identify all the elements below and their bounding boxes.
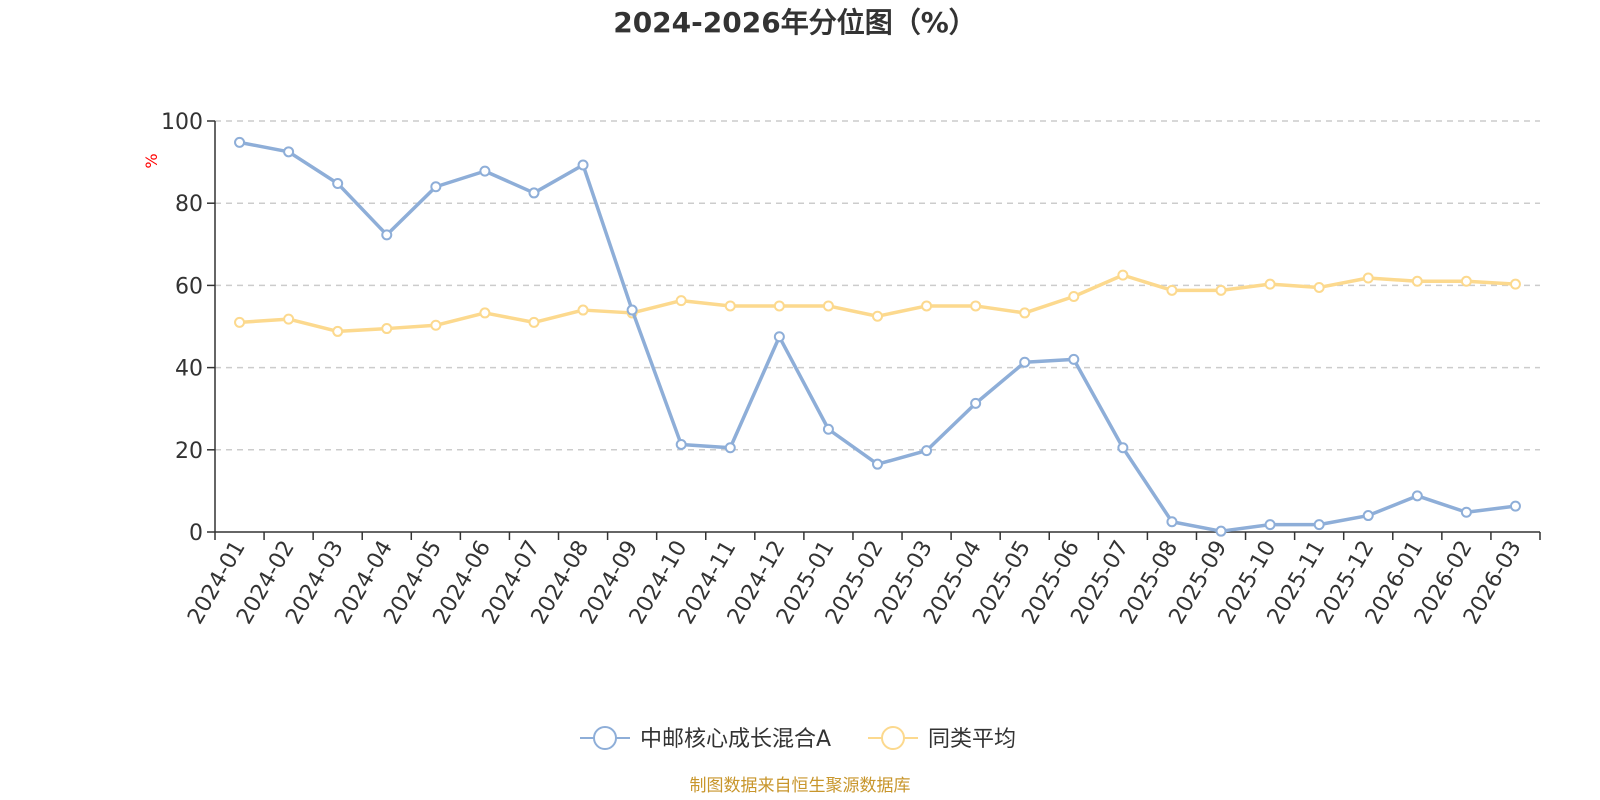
y-tick-labels: 0 20 40 60 80 100 xyxy=(161,110,203,546)
legend-item[interactable]: 同类平均 xyxy=(868,726,1016,752)
data-point xyxy=(1460,275,1472,287)
data-point xyxy=(381,229,393,241)
data-point xyxy=(430,319,442,331)
data-point xyxy=(921,300,933,312)
data-point xyxy=(1166,284,1178,296)
data-point xyxy=(528,187,540,199)
data-point xyxy=(872,458,883,470)
data-point xyxy=(234,136,246,148)
y-tick-label: 100 xyxy=(161,110,203,135)
y-tick-label: 60 xyxy=(175,274,203,299)
data-point xyxy=(528,316,540,328)
data-point xyxy=(724,442,736,454)
data-point xyxy=(773,300,785,312)
y-axis-unit-label: % xyxy=(142,153,161,168)
data-point xyxy=(381,323,393,335)
y-tick-label: 20 xyxy=(175,439,203,464)
data-point xyxy=(1068,290,1080,302)
axes xyxy=(207,120,1541,540)
data-point xyxy=(724,300,736,312)
y-tick-label: 40 xyxy=(175,357,203,382)
data-point xyxy=(1313,519,1325,531)
legend-item[interactable]: 中邮核心成长混合A xyxy=(580,726,831,752)
data-point xyxy=(1264,519,1276,531)
legend-label: 同类平均 xyxy=(928,727,1016,752)
data-point xyxy=(1362,272,1374,284)
y-tick-label: 0 xyxy=(189,521,203,546)
data-point xyxy=(822,300,834,312)
y-tick-label: 80 xyxy=(175,192,203,217)
data-point xyxy=(1019,307,1031,319)
legend-circle-icon xyxy=(593,726,617,750)
data-point xyxy=(1264,278,1276,290)
data-point xyxy=(332,177,344,189)
data-point xyxy=(1019,356,1031,368)
data-point xyxy=(1313,281,1325,293)
data-point xyxy=(970,397,982,409)
data-point xyxy=(430,181,442,193)
data-point xyxy=(283,146,295,158)
data-point xyxy=(1166,516,1178,528)
data-point xyxy=(479,165,491,177)
data-point xyxy=(1215,525,1227,537)
series-line xyxy=(237,140,1518,533)
series-lines xyxy=(234,136,1521,537)
data-point xyxy=(921,445,933,457)
data-point xyxy=(872,310,883,322)
data-point xyxy=(1362,510,1374,522)
data-point xyxy=(283,313,295,325)
data-point xyxy=(822,423,834,435)
data-point xyxy=(626,304,638,316)
data-source-note: 制图数据来自恒生聚源数据库 xyxy=(690,776,911,796)
data-point xyxy=(332,325,344,337)
data-point xyxy=(1460,506,1472,518)
legend-circle-icon xyxy=(881,726,905,750)
data-point xyxy=(1509,278,1521,290)
data-point xyxy=(970,300,982,312)
data-point xyxy=(773,331,785,343)
legend-label: 中邮核心成长混合A xyxy=(640,727,831,752)
data-point xyxy=(1117,269,1129,281)
data-point xyxy=(479,307,491,319)
series-group xyxy=(234,269,1521,337)
data-point xyxy=(1509,500,1521,512)
data-point xyxy=(1117,442,1129,454)
data-point xyxy=(675,438,687,450)
data-point xyxy=(577,304,589,316)
data-point xyxy=(675,295,687,307)
data-point xyxy=(234,316,246,328)
data-point xyxy=(1215,284,1227,296)
grid-lines xyxy=(215,120,1540,451)
x-tick-labels: 2024-012024-022024-032024-042024-052024-… xyxy=(183,537,1527,629)
data-point xyxy=(1068,353,1080,365)
data-point xyxy=(1411,275,1423,287)
legend[interactable]: 中邮核心成长混合A 同类平均 xyxy=(580,726,1016,752)
data-point xyxy=(1411,490,1423,502)
data-point xyxy=(577,159,589,171)
series-group xyxy=(234,136,1521,537)
chart-title: 2024-2026年分位图（%） xyxy=(613,6,977,39)
